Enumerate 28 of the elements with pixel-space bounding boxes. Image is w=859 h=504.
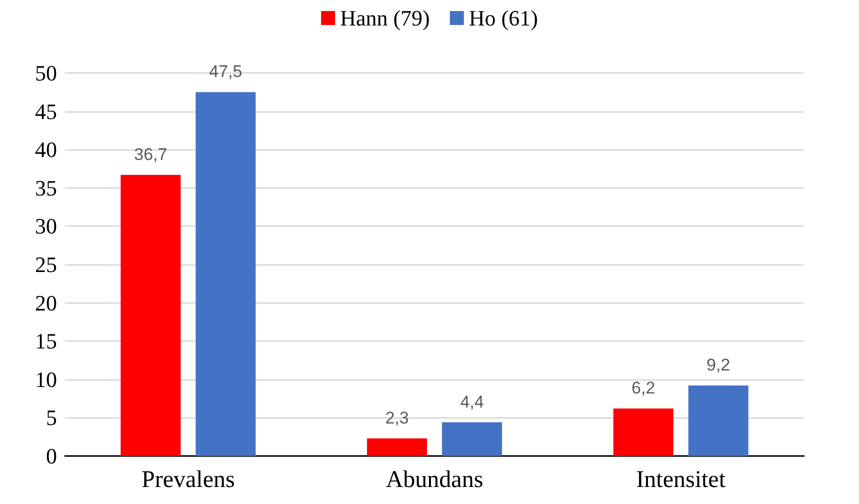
bar	[613, 408, 674, 456]
y-tick-label: 50	[35, 60, 57, 86]
y-tick-label: 0	[46, 444, 57, 468]
y-tick-label: 30	[35, 214, 57, 239]
x-tick-label: Prevalens	[142, 467, 235, 493]
y-tick-label: 15	[35, 328, 57, 354]
data-label: 6,2	[632, 378, 656, 398]
bar	[196, 92, 256, 456]
legend-label: Hann (79)	[340, 6, 430, 30]
x-tick-label: Intensitet	[636, 467, 726, 493]
y-tick-label: 35	[35, 175, 57, 200]
data-label: 9,2	[706, 356, 730, 375]
data-label: 2,3	[385, 408, 409, 428]
y-tick-label: 45	[35, 98, 57, 124]
legend-label: Ho (61)	[468, 6, 538, 30]
data-label: 4,4	[460, 392, 484, 412]
data-label: 36,7	[134, 144, 168, 164]
data-label: 47,5	[209, 62, 242, 82]
y-tick-label: 40	[35, 137, 57, 162]
bar	[367, 438, 427, 456]
bar	[688, 386, 748, 456]
bar	[442, 422, 502, 456]
bar	[120, 174, 181, 456]
y-tick-label: 5	[46, 405, 57, 430]
y-tick-label: 25	[35, 252, 57, 277]
x-tick-label: Abundans	[386, 467, 484, 493]
y-tick-label: 20	[35, 290, 57, 316]
y-tick-label: 10	[35, 366, 57, 392]
